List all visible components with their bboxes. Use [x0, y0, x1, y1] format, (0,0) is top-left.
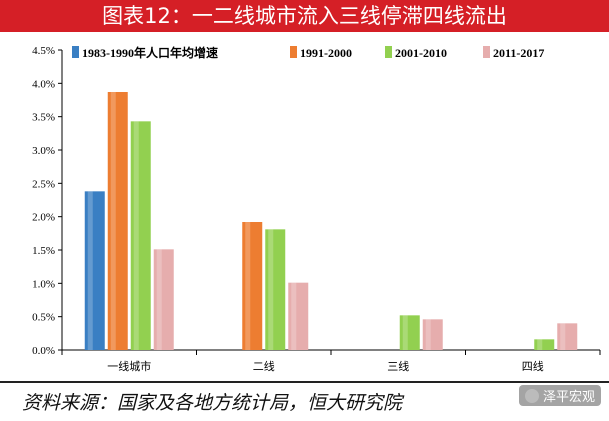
legend-swatch	[72, 46, 79, 58]
y-tick-label: 3.0%	[32, 145, 55, 157]
x-tick-label: 三线	[387, 359, 409, 373]
legend-label: 2011-2017	[493, 46, 544, 60]
bar-highlight	[560, 323, 566, 350]
source-note: 资料来源：国家及各地方统计局，恒大研究院	[22, 392, 403, 414]
source-divider	[0, 381, 609, 383]
y-tick-label: 3.5%	[32, 112, 55, 124]
legend-swatch	[385, 46, 392, 58]
bar-highlight	[291, 282, 297, 350]
y-axis: 0.0% 0.5% 1.0% 1.5% 2.0% 2.5% 3.0% 3.5% 4.0% 4.5%	[32, 45, 63, 357]
x-tick-label: 四线	[522, 359, 544, 373]
bar	[84, 191, 105, 350]
bar	[265, 229, 286, 350]
bar-highlight	[110, 92, 116, 350]
legend: 1983-1990年人口年均增速 1991-2000 2001-2010 2011-2…	[72, 45, 544, 60]
bar	[422, 319, 443, 350]
bar-highlight	[245, 222, 251, 350]
legend-swatch	[483, 46, 490, 58]
bar-highlight	[133, 121, 139, 350]
bar	[130, 121, 151, 350]
bar	[242, 222, 263, 350]
bar-chart: 1983-1990年人口年均增速 1991-2000 2001-2010 2011-2…	[32, 45, 601, 373]
y-tick-label: 1.0%	[32, 278, 55, 290]
bar-highlight	[87, 191, 93, 350]
bar	[107, 92, 128, 350]
y-tick-label: 2.5%	[32, 178, 55, 190]
bar	[288, 282, 309, 350]
y-tick-label: 2.0%	[32, 212, 55, 224]
y-tick-label: 0.0%	[32, 345, 55, 357]
bar-highlight	[537, 339, 543, 350]
y-tick-label: 4.5%	[32, 45, 55, 57]
bar	[557, 323, 578, 350]
y-tick-label: 1.5%	[32, 245, 55, 257]
x-tick-label: 一线城市	[107, 359, 151, 373]
bars	[84, 92, 578, 350]
wechat-icon	[524, 388, 539, 403]
y-tick-label: 0.5%	[32, 312, 55, 324]
bar	[153, 249, 174, 350]
watermark: 泽平宏观	[518, 385, 601, 406]
bar-highlight	[268, 229, 274, 350]
legend-swatch	[290, 46, 297, 58]
watermark-text: 泽平宏观	[542, 390, 595, 405]
x-axis: 一线城市 二线 三线 四线	[61, 349, 601, 373]
y-tick-label: 4.0%	[32, 78, 55, 90]
x-tick-label: 二线	[253, 359, 275, 373]
legend-label: 2001-2010	[395, 46, 447, 60]
legend-label: 1983-1990年人口年均增速	[82, 45, 218, 60]
chart-title: 图表12：一二线城市流入三线停滞四线流出	[0, 0, 609, 32]
bar	[534, 339, 555, 350]
bar-highlight	[156, 249, 162, 350]
bar	[399, 315, 420, 350]
legend-label: 1991-2000	[300, 46, 352, 60]
bar-highlight	[425, 319, 431, 350]
bar-highlight	[402, 315, 408, 350]
